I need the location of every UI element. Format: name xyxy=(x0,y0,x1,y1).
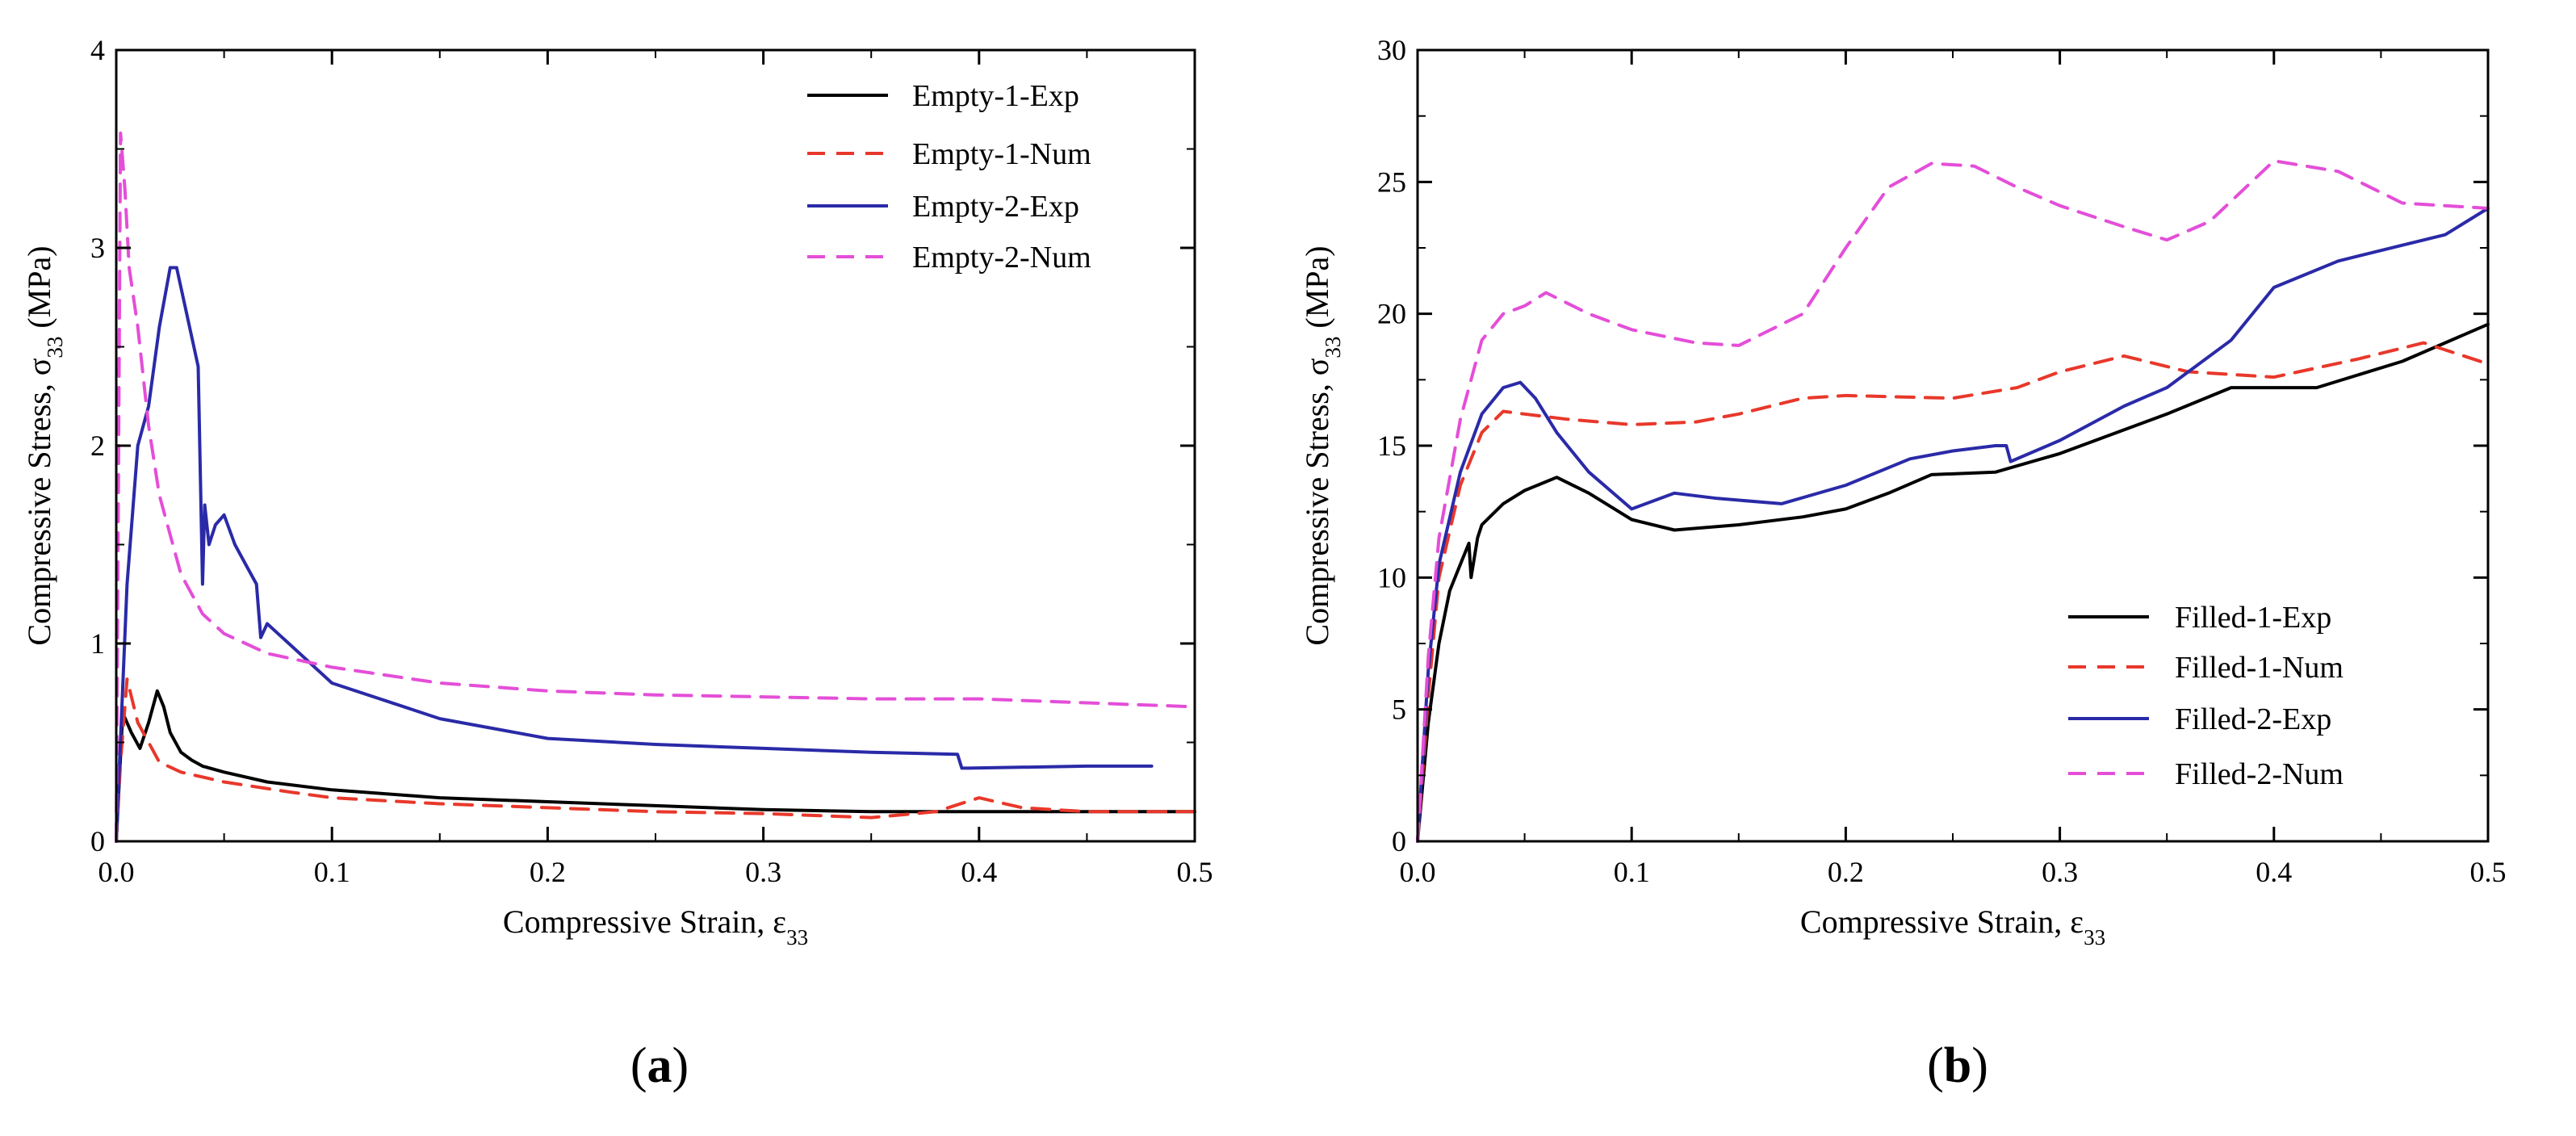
x-tick-label: 0.2 xyxy=(530,856,566,888)
y-tick-label: 2 xyxy=(90,430,105,462)
y-tick-label: 5 xyxy=(1392,694,1406,726)
legend-label-empty-2-exp: Empty-2-Exp xyxy=(912,190,1079,224)
y-tick-label: 30 xyxy=(1377,34,1406,66)
y-tick-label: 20 xyxy=(1377,298,1406,330)
y-tick-label: 15 xyxy=(1377,430,1406,462)
series-line-filled-2-exp xyxy=(1416,207,2490,843)
x-tick-label: 0.0 xyxy=(1400,856,1436,888)
chart-a-lines xyxy=(115,131,1196,843)
y-tick-label: 3 xyxy=(90,232,105,264)
legend-label-filled-2-exp: Filled-2-Exp xyxy=(2175,702,2331,736)
series-line-empty-1-num xyxy=(115,677,1196,843)
chart-b-ylabel: Compressive Stress, σ33 (MPa) xyxy=(1299,245,1345,645)
series-line-filled-1-num xyxy=(1416,341,2490,843)
legend-label-filled-2-num: Filled-2-Num xyxy=(2175,757,2344,791)
chart-a-xlabel: Compressive Strain, ε33 xyxy=(503,903,808,949)
x-tick-label: 0.3 xyxy=(2042,856,2078,888)
chart-a-legend: Empty-1-Exp Empty-1-Num Empty-2-Exp Empt… xyxy=(807,79,1091,275)
series-line-empty-2-exp xyxy=(115,266,1154,843)
legend-label-filled-1-num: Filled-1-Num xyxy=(2175,651,2344,685)
x-tick-label: 0.4 xyxy=(2256,856,2292,888)
x-tick-label: 0.3 xyxy=(745,856,781,888)
chart-b-tick-labels: 0.0 0.1 0.2 0.3 0.4 0.5 0 5 10 15 20 25 30 xyxy=(1377,34,2507,888)
chart-a-tick-labels: 0.0 0.1 0.2 0.3 0.4 0.5 0 1 2 3 4 xyxy=(90,34,1213,888)
chart-b-xlabel: Compressive Strain, ε33 xyxy=(1800,903,2105,949)
chart-a-ylabel: Compressive Stress, σ33 (MPa) xyxy=(21,245,67,645)
y-tick-label: 4 xyxy=(90,34,105,66)
y-tick-label: 0 xyxy=(90,825,105,857)
panel-label-a: (a) xyxy=(630,1038,689,1093)
series-line-empty-2-num xyxy=(115,131,1196,843)
x-tick-label: 0.1 xyxy=(314,856,350,888)
panel-label-b: (b) xyxy=(1927,1038,1988,1093)
x-tick-label: 0.4 xyxy=(961,856,997,888)
y-tick-label: 25 xyxy=(1377,166,1406,198)
x-tick-label: 0.5 xyxy=(2470,856,2507,888)
y-tick-label: 0 xyxy=(1392,825,1406,857)
x-tick-label: 0.5 xyxy=(1177,856,1213,888)
chart-b-ticks xyxy=(1416,48,2490,843)
y-tick-label: 1 xyxy=(90,627,105,660)
legend-label-empty-2-num: Empty-2-Num xyxy=(912,241,1091,275)
series-line-filled-1-exp xyxy=(1416,322,2490,843)
chart-b: 0.0 0.1 0.2 0.3 0.4 0.5 0 5 10 15 20 25 30 Compressi… xyxy=(1299,34,2507,1093)
y-tick-label: 10 xyxy=(1377,561,1406,593)
series-line-filled-2-num xyxy=(1416,159,2490,843)
x-tick-label: 0.0 xyxy=(98,856,135,888)
chart-a: 0.0 0.1 0.2 0.3 0.4 0.5 0 1 2 3 4 Compressive Stra… xyxy=(21,34,1213,1093)
x-tick-label: 0.2 xyxy=(1828,856,1864,888)
legend-label-filled-1-exp: Filled-1-Exp xyxy=(2175,601,2331,635)
chart-a-ticks xyxy=(115,48,1196,843)
chart-b-lines xyxy=(1416,159,2490,843)
legend-label-empty-1-exp: Empty-1-Exp xyxy=(912,79,1079,113)
legend-label-empty-1-num: Empty-1-Num xyxy=(912,137,1091,171)
chart-b-legend: Filled-1-Exp Filled-1-Num Filled-2-Exp F… xyxy=(2068,601,2344,791)
x-tick-label: 0.1 xyxy=(1614,856,1650,888)
